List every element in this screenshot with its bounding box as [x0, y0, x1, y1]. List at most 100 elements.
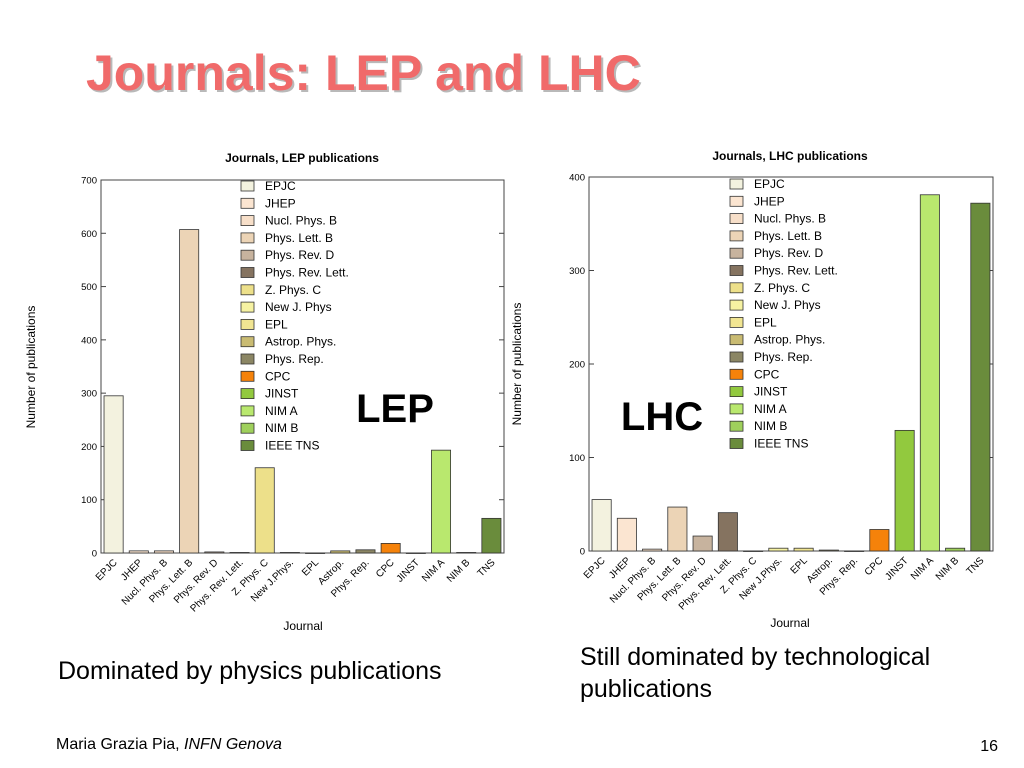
- lhc-xtick-label: TNS: [965, 555, 987, 577]
- lep-legend-swatch: [240, 197, 255, 209]
- lep-xtick-label: TNS: [476, 557, 498, 579]
- lep-xtick-label: NIM B: [445, 557, 473, 585]
- lhc-legend-swatch: [729, 265, 744, 276]
- lep-legend-label: New J. Phys: [265, 300, 332, 314]
- lep-legend-swatch: [240, 353, 255, 365]
- lhc-legend-swatch: [729, 178, 744, 190]
- lep-legend-swatch: [240, 422, 255, 434]
- lep-bar: [305, 552, 326, 554]
- lep-xtick-label: EPJC: [94, 557, 120, 583]
- lhc-bar: [919, 194, 940, 552]
- lhc-bar: [970, 202, 991, 552]
- lhc-overlay-label: LHC: [621, 395, 703, 439]
- lhc-caption: Still dominated by technological publica…: [580, 643, 931, 703]
- lep-ytick-label: 0: [92, 549, 97, 560]
- lep-legend-label: CPC: [265, 369, 291, 383]
- lep-legend-label: EPL: [265, 317, 288, 331]
- lhc-legend-label: Phys. Rep.: [754, 350, 813, 364]
- lhc-legend-swatch: [729, 316, 744, 328]
- lep-legend-swatch: [240, 180, 255, 192]
- lhc-xtick-label: EPL: [789, 555, 810, 576]
- lhc-bar: [945, 547, 966, 552]
- lhc-legend-label: JINST: [754, 385, 788, 399]
- lhc-legend-label: New J. Phys: [754, 298, 821, 312]
- lhc-ytick-label: 400: [569, 173, 585, 184]
- lep-legend-swatch: [240, 370, 255, 382]
- lep-legend-swatch: [240, 232, 255, 244]
- footer-author: Maria Grazia Pia, INFN Genova: [56, 736, 282, 754]
- lhc-xtick-label: CPC: [863, 555, 886, 578]
- lhc-legend-label: Astrop. Phys.: [754, 333, 825, 347]
- lep-plot-frame: [100, 179, 505, 554]
- lhc-legend-label: EPJC: [754, 177, 785, 191]
- lep-legend-label: Phys. Rev. D: [265, 248, 334, 262]
- lep-bar: [179, 229, 200, 554]
- lhc-bar: [616, 517, 637, 552]
- lhc-legend-swatch: [729, 247, 744, 259]
- lhc-legend-label: Phys. Lett. B: [754, 229, 822, 243]
- lhc-legend-swatch: [729, 334, 744, 346]
- lhc-bar: [768, 547, 789, 552]
- author-affiliation: INFN Genova: [184, 736, 282, 753]
- lep-legend-label: Phys. Rev. Lett.: [265, 266, 349, 280]
- lhc-legend-swatch: [729, 368, 744, 380]
- lep-ytick-label: 400: [81, 335, 97, 346]
- lep-legend-label: Z. Phys. C: [265, 283, 321, 297]
- lhc-bar: [818, 549, 839, 552]
- lep-ytick-label: 300: [81, 389, 97, 400]
- lhc-bar: [844, 550, 865, 552]
- lep-legend-label: JINST: [265, 387, 299, 401]
- lep-legend-label: Nucl. Phys. B: [265, 214, 337, 228]
- lhc-legend-label: NIM A: [754, 402, 787, 416]
- lhc-legend-swatch: [729, 230, 744, 242]
- lhc-legend-swatch: [729, 386, 744, 398]
- lhc-bar: [692, 535, 713, 552]
- lhc-legend-swatch: [729, 351, 744, 363]
- lep-legend-label: NIM B: [265, 421, 298, 435]
- lep-bar: [330, 550, 351, 554]
- lhc-legend-swatch: [729, 403, 744, 415]
- lep-legend-label: Phys. Lett. B: [265, 231, 333, 245]
- lhc-ytick-label: 0: [580, 547, 585, 558]
- lhc-bar: [591, 499, 612, 552]
- lep-legend-swatch: [240, 318, 255, 330]
- lep-chart: Journals, LEP publications 0 100 200 300 400 5…: [24, 151, 505, 633]
- lep-bar: [355, 549, 376, 554]
- page-number: 16: [980, 738, 998, 755]
- lhc-xtick-label: NIM B: [934, 555, 962, 583]
- lep-ytick-label: 600: [81, 229, 97, 240]
- lep-chart-title: Journals, LEP publications: [225, 151, 379, 165]
- lhc-bar: [717, 512, 738, 552]
- lhc-xtick-label: NIM A: [909, 555, 936, 582]
- lhc-xtick-label: JINST: [883, 555, 910, 582]
- lep-overlay-label: LEP: [356, 387, 434, 431]
- author-name: Maria Grazia Pia,: [56, 736, 185, 753]
- lep-caption: Dominated by physics publications: [58, 657, 442, 685]
- lep-legend-swatch: [240, 284, 255, 296]
- lep-bar: [153, 550, 174, 554]
- lep-bar: [254, 467, 275, 554]
- lep-legend-label: Phys. Rep.: [265, 352, 324, 366]
- lep-legend-swatch: [240, 249, 255, 261]
- lep-legend-label: EPJC: [265, 179, 296, 193]
- lhc-legend-swatch: [729, 420, 744, 432]
- lep-legend-swatch: [240, 301, 255, 313]
- lep-ytick-label: 200: [81, 442, 97, 453]
- lhc-ytick-label: 200: [569, 360, 585, 371]
- lep-ytick-label: 700: [81, 176, 97, 187]
- lep-legend-label: IEEE TNS: [265, 439, 319, 453]
- lep-ytick-label: 500: [81, 282, 97, 293]
- lep-bar: [380, 543, 401, 554]
- lep-legend-label: NIM A: [265, 404, 298, 418]
- lep-x-axis-label: Journal: [283, 619, 322, 633]
- lep-legend-swatch: [240, 336, 255, 348]
- lep-xtick-label: EPL: [300, 557, 321, 578]
- lhc-legend-label: Nucl. Phys. B: [754, 212, 826, 226]
- lhc-bar: [894, 429, 915, 552]
- lep-bar: [103, 395, 124, 554]
- lhc-legend: EPJC JHEP Nucl. Phys. B Phys. Lett. B Phys. …: [729, 177, 838, 451]
- lhc-bar: [793, 547, 814, 552]
- lhc-chart: Journals, LHC publications 0 100 200 300 400 E…: [510, 149, 994, 630]
- slide-title: Journals: LEP and LHC: [86, 45, 641, 101]
- lhc-legend-swatch: [729, 438, 744, 449]
